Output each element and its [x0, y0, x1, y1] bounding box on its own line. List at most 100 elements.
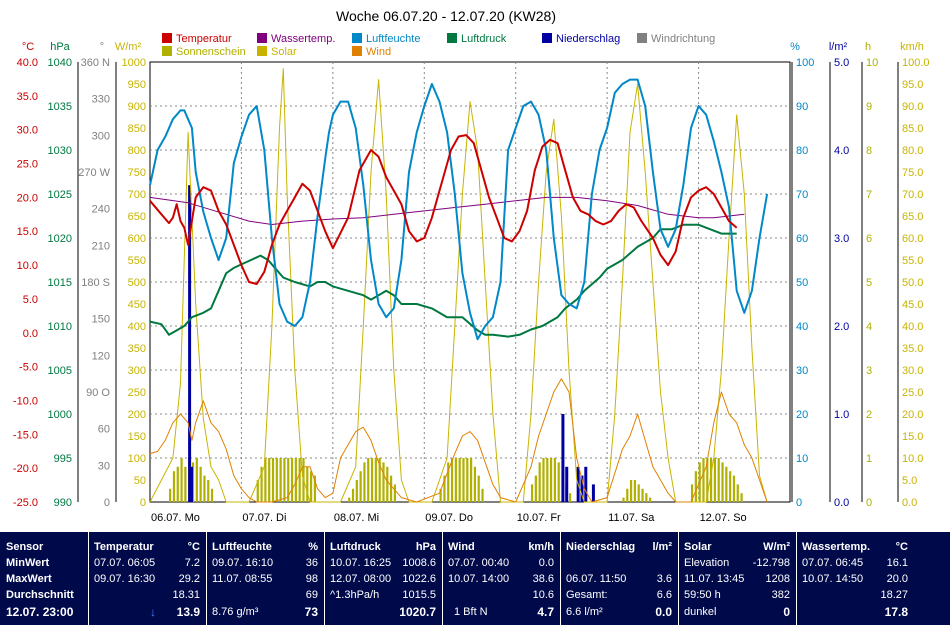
sunshine-bar — [382, 462, 385, 502]
stats-water-min-val: 16.1 — [886, 557, 908, 569]
axis-tick-right: 90 — [796, 101, 808, 113]
sunshine-bar — [268, 458, 271, 502]
stats-solar-current: 0 — [783, 605, 790, 619]
sunshine-bar — [721, 462, 724, 502]
axis-tick-left: 600 — [128, 233, 146, 245]
x-tick-label: 06.07. Mo — [151, 512, 200, 524]
stats-solar-avg: 382 — [771, 589, 790, 601]
axis-tick-right: 15.0 — [902, 431, 923, 443]
sunshine-bar — [645, 493, 648, 502]
stats-temp-avg: 18.31 — [172, 589, 200, 601]
axis-tick-left: 550 — [128, 255, 146, 267]
stats-wind-avg: 10.6 — [532, 589, 554, 601]
stats-temp-header: Temperatur — [94, 541, 154, 553]
axis-unit-right: h — [865, 41, 871, 53]
precip-bar — [561, 414, 565, 502]
stats-water-max-time: 10.07. 14:50 — [802, 573, 864, 585]
sunshine-bar — [454, 458, 457, 502]
axis-tick-left: -20.0 — [13, 463, 38, 475]
axis-tick-right: 40.0 — [902, 321, 923, 333]
sunshine-bar — [298, 458, 301, 502]
stats-col-temperatur: Temperatur °C 07.07. 06:05 7.2 09.07. 16… — [94, 532, 200, 625]
sunshine-bar — [725, 466, 728, 502]
sunshine-bar — [191, 462, 195, 502]
sunshine-bar — [732, 475, 736, 502]
axis-tick-left: 50 — [134, 475, 146, 487]
precip-bar — [580, 475, 584, 502]
axis-tick-right: 100.0 — [902, 57, 930, 69]
axis-tick-right: 6 — [866, 233, 872, 245]
stats-hum-current: 73 — [304, 605, 318, 619]
legend-label: Solar — [271, 46, 297, 58]
axis-tick-right: 5.0 — [834, 57, 849, 69]
sunshine-bar — [370, 458, 374, 502]
sunshine-bar — [180, 458, 183, 502]
axis-tick-left: 330 — [92, 94, 110, 106]
sunshine-bar — [633, 480, 637, 502]
stats-solar-extra: dunkel — [684, 606, 717, 618]
axis-tick-left: 1030 — [48, 145, 72, 157]
axis-unit-left: ° — [100, 41, 104, 53]
weather-chart: Woche 06.07.20 - 12.07.20 (KW28) Tempera… — [12, 8, 930, 524]
axis-tick-left: 950 — [128, 79, 146, 91]
stats-press-trend: ^1.3hPa/h — [330, 589, 380, 601]
axis-tick-left: 5.0 — [23, 294, 38, 306]
stats-rain-max-val: 3.6 — [656, 573, 672, 585]
series-line-luftdruck — [149, 223, 737, 338]
axis-unit-left: hPa — [50, 41, 70, 53]
axis-tick-right: 60.0 — [902, 233, 923, 245]
axis-tick-right: 50.0 — [902, 277, 923, 289]
sunshine-bar — [538, 462, 541, 502]
stats-sensor-header: Sensor — [6, 541, 44, 553]
sunshine-bar — [447, 462, 450, 502]
axis-tick-left: 995 — [54, 453, 72, 465]
axis-tick-left: 150 — [128, 431, 146, 443]
axis-tick-right: 50 — [796, 277, 808, 289]
sunshine-bar — [729, 471, 732, 502]
sunshine-bar — [386, 466, 389, 502]
sunshine-bar — [172, 471, 176, 502]
axis-tick-left: 1000 — [48, 409, 72, 421]
left-axes: °C 40.0 35.0 30.0 25.0 20.0 15.0 10.0 5.0 0.0 -5.0… — [13, 41, 146, 509]
sunshine-bar — [466, 458, 469, 502]
sunshine-bar — [717, 458, 720, 502]
legend-label: Windrichtung — [651, 33, 715, 45]
stats-temp-unit: °C — [187, 541, 200, 553]
stats-press-min-time: 10.07. 16:25 — [330, 557, 392, 569]
stats-col-wind: Wind km/h 07.07. 00:40 0.0 10.07. 14:00 … — [448, 532, 554, 625]
sunshine-bar — [649, 497, 652, 502]
sunshine-bar — [275, 458, 278, 502]
stats-rain-header: Niederschlag — [566, 541, 636, 553]
sunshine-bar — [550, 458, 553, 502]
axis-tick-left: 0 — [104, 497, 110, 509]
axis-tick-right: 20 — [796, 409, 808, 421]
sunshine-bar — [713, 458, 717, 502]
axis-tick-right: 7 — [866, 189, 872, 201]
axis-tick-right: 80.0 — [902, 145, 923, 157]
stats-solar-min-val: -12.798 — [752, 557, 790, 569]
sunshine-bar — [439, 488, 442, 502]
sunshine-bar — [641, 488, 644, 502]
legend-swatch — [447, 33, 457, 43]
axis-tick-right: 30 — [796, 365, 808, 377]
axis-tick-right: 80 — [796, 145, 808, 157]
axis-tick-right: 4 — [866, 321, 872, 333]
axis-tick-left: 300 — [92, 130, 110, 142]
axis-tick-right: 45.0 — [902, 299, 923, 311]
axis-tick-left: 450 — [128, 299, 146, 311]
sunshine-bar — [393, 484, 397, 502]
stats-water-min-time: 07.07. 06:45 — [802, 557, 864, 569]
axis-tick-left: 1020 — [48, 233, 72, 245]
axis-tick-left: 850 — [128, 123, 146, 135]
sunshine-bar — [195, 458, 198, 502]
stats-solar-header: Solar — [684, 541, 712, 553]
sunshine-bar — [542, 458, 545, 502]
axis-unit-left: W/m² — [115, 41, 142, 53]
stats-solar-min-label: Elevation — [684, 557, 730, 569]
axis-tick-left: 200 — [128, 409, 146, 421]
sunshine-bar — [690, 484, 694, 502]
axis-unit-right: km/h — [900, 41, 924, 53]
axis-tick-right: 25.0 — [902, 387, 923, 399]
stats-col-solar: Solar W/m² Elevation -12.798 11.07. 13:4… — [684, 532, 790, 625]
sunshine-bar — [557, 462, 560, 502]
